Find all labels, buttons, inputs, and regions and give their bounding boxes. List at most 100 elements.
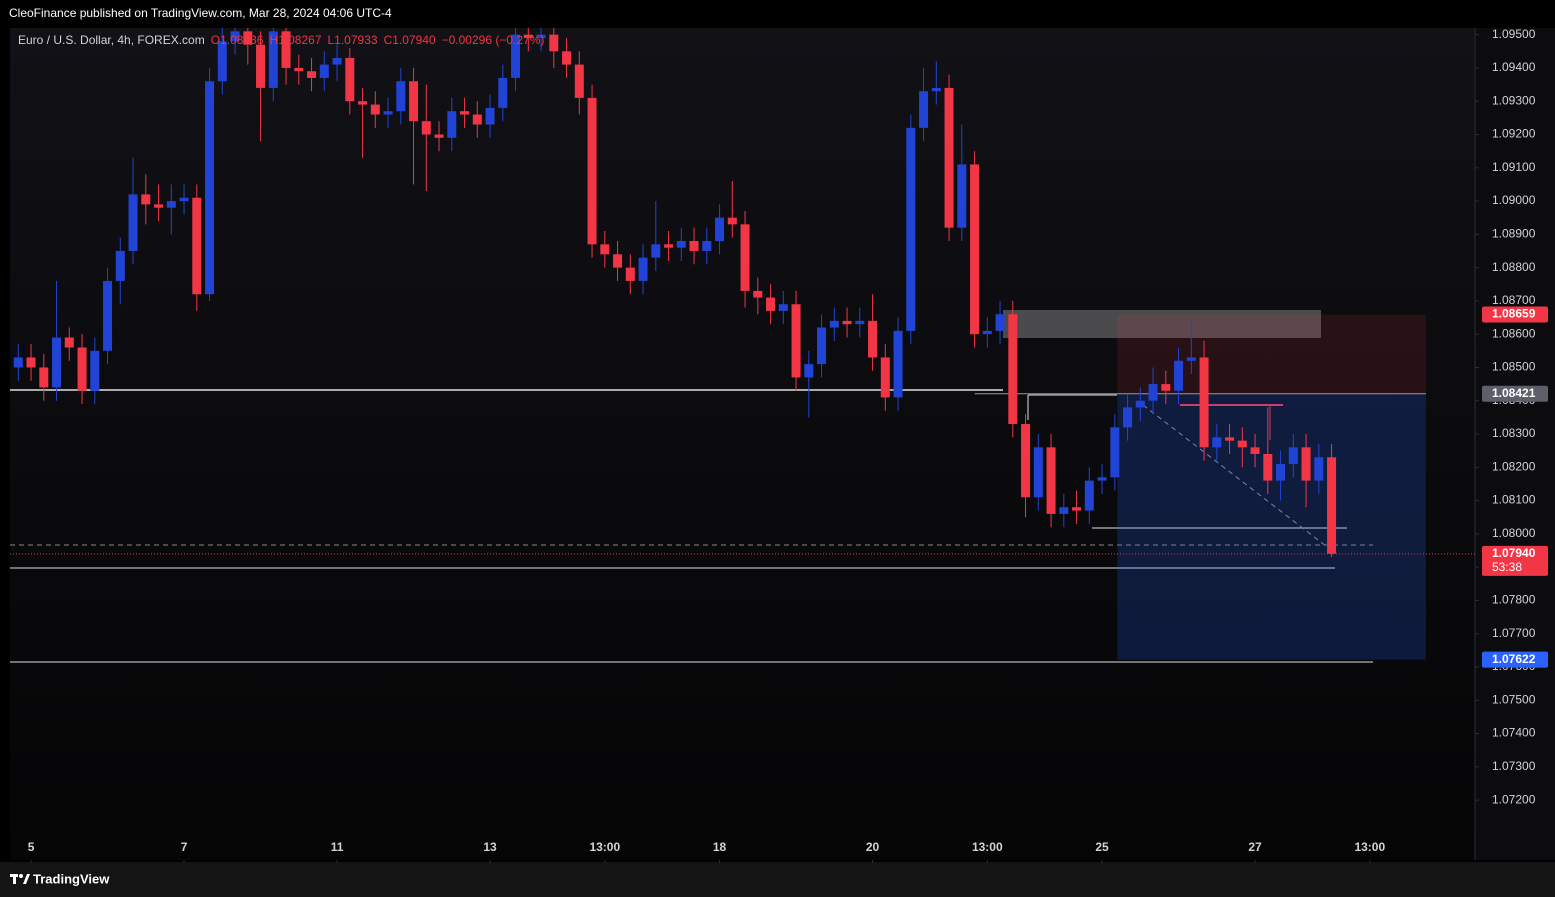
candle-body (409, 81, 419, 122)
y-tick-label: 1.09300 (1492, 93, 1536, 107)
y-tick-label: 1.07500 (1492, 692, 1536, 706)
candle-body (319, 64, 329, 78)
candle-body (128, 194, 138, 251)
candle-body (1123, 407, 1133, 428)
candle-body (778, 304, 788, 311)
candle-body (26, 357, 36, 368)
y-tick-label: 1.08000 (1492, 526, 1536, 540)
y-tick-label: 1.07800 (1492, 593, 1536, 607)
brand: TradingView (33, 871, 110, 886)
candle-body (613, 254, 623, 268)
candle-body (1199, 357, 1209, 448)
symbol: Euro / U.S. Dollar, 4h, FOREX.com (18, 33, 205, 47)
logo-part (19, 874, 23, 878)
candle-body (383, 111, 393, 115)
y-tick-label: 1.07300 (1492, 759, 1536, 773)
price-tag-label: 1.08421 (1492, 386, 1536, 400)
candle-body (64, 337, 74, 348)
candle-body (587, 97, 597, 245)
y-tick-label: 1.07200 (1492, 792, 1536, 806)
candle-body (689, 240, 699, 251)
price-tag-label: 1.08659 (1492, 307, 1536, 321)
candle-body (995, 314, 1005, 331)
y-tick-label: 1.08800 (1492, 260, 1536, 274)
price-tag-label: 1.07940 (1492, 546, 1536, 560)
candle-body (727, 217, 737, 225)
candle-body (1135, 400, 1145, 408)
candle-body (766, 297, 776, 311)
candle-body (1212, 437, 1222, 448)
footer (0, 862, 1555, 897)
price-tag-label: 1.07622 (1492, 652, 1536, 666)
x-tick-label: 13:00 (972, 840, 1003, 854)
candle-body (1314, 457, 1324, 481)
candle-body (1097, 477, 1107, 481)
candle-body (256, 44, 266, 88)
candle-body (804, 364, 814, 378)
y-tick-label: 1.09500 (1492, 27, 1536, 41)
x-tick-label: 7 (181, 840, 188, 854)
candle-body (230, 31, 240, 42)
x-tick-label: 18 (713, 840, 727, 854)
candle-body (294, 67, 304, 72)
candle-body (243, 31, 253, 45)
candle-body (472, 114, 482, 125)
candle-body (957, 164, 967, 228)
candle-body (893, 330, 903, 398)
candle-body (268, 31, 278, 88)
candle-body (753, 290, 763, 298)
candle-body (868, 320, 878, 358)
candle-body (1237, 440, 1247, 448)
candle-body (141, 194, 151, 205)
price-axis (1475, 28, 1555, 860)
gray-zone (1003, 310, 1321, 338)
candle-body (1046, 447, 1056, 514)
candle-body (192, 197, 202, 295)
candle-body (511, 34, 521, 78)
path-line (1142, 404, 1336, 554)
candle-body (931, 87, 941, 92)
candle-body (625, 267, 635, 281)
candle-body (52, 337, 62, 388)
y-tick-label: 1.08500 (1492, 360, 1536, 374)
candles (13, 28, 1337, 558)
y-tick-label: 1.08200 (1492, 459, 1536, 473)
candle-body (676, 240, 686, 248)
legend-value: H1.08267 (269, 33, 321, 47)
candle-body (332, 57, 342, 65)
candle-body (281, 31, 291, 68)
y-tick-label: 1.08100 (1492, 493, 1536, 507)
candle-body (1301, 447, 1311, 481)
candle-body (103, 280, 113, 351)
candle-body (396, 81, 406, 112)
candle-body (1021, 424, 1031, 498)
candle-body (1033, 447, 1043, 498)
y-tick-label: 1.09100 (1492, 160, 1536, 174)
candle-body (205, 81, 215, 295)
candle-body (855, 320, 865, 325)
candle-body (1008, 314, 1018, 425)
y-tick-label: 1.08600 (1492, 326, 1536, 340)
candle-body (664, 244, 674, 248)
x-tick-label: 13 (483, 840, 497, 854)
candle-body (817, 327, 827, 365)
drawings (10, 310, 1426, 663)
y-tick-label: 1.09400 (1492, 60, 1536, 74)
candle-body (702, 240, 712, 251)
candle-body (166, 201, 176, 208)
x-tick-label: 20 (866, 840, 880, 854)
x-tick-label: 5 (28, 840, 35, 854)
candle-body (715, 217, 725, 241)
candle-body (421, 121, 431, 135)
price-tag (1482, 306, 1548, 323)
candle-body (1186, 357, 1196, 361)
candle-body (1110, 427, 1120, 478)
y-tick-label: 1.07400 (1492, 726, 1536, 740)
candle-body (880, 357, 890, 398)
candle-body (154, 204, 164, 208)
y-tick-label: 1.08300 (1492, 426, 1536, 440)
plot-area (10, 28, 1475, 860)
candle-body (90, 350, 100, 391)
candle-body (562, 51, 572, 65)
x-tick-label: 25 (1095, 840, 1109, 854)
